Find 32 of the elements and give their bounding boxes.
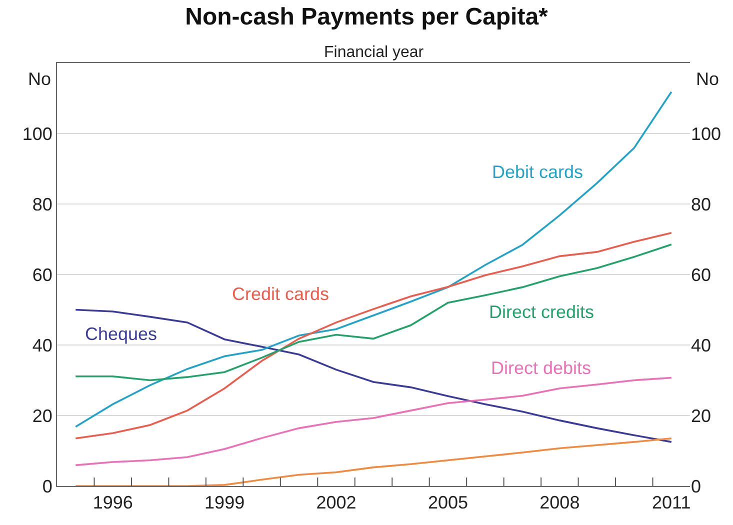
- series-label: Cheques: [85, 324, 158, 344]
- x-tick-label: 1999: [204, 492, 245, 513]
- chart-subtitle: Financial year: [324, 44, 424, 61]
- x-tick-label: 1996: [92, 492, 133, 513]
- y-tick-label: 80: [32, 194, 52, 214]
- line-series: [74, 438, 672, 486]
- y-tick-label: 60: [32, 264, 52, 285]
- y-tick-label: 0: [42, 476, 52, 496]
- series-label: Debit cards: [492, 162, 584, 182]
- y-axis-title: No: [28, 69, 52, 89]
- y-tick-label: 40: [32, 335, 52, 356]
- series-label: Direct debits: [491, 358, 592, 378]
- series-label: Direct credits: [489, 302, 594, 322]
- chart-title: Non-cash Payments per Capita*: [185, 4, 549, 31]
- x-tick-label: 2011: [652, 492, 691, 513]
- y2-tick-label: 40: [691, 335, 712, 356]
- y2-tick-label: 0: [691, 476, 702, 496]
- y2-axis-title: No: [696, 69, 720, 89]
- line-series: [74, 232, 672, 440]
- y-tick-label: 100: [22, 124, 52, 144]
- x-tick-label: 2002: [316, 492, 356, 513]
- x-tick-label: 2008: [540, 492, 580, 513]
- line-series: [74, 376, 672, 466]
- line-series: [74, 244, 672, 382]
- line-series: [74, 91, 672, 428]
- y2-tick-label: 60: [691, 264, 712, 285]
- series-label: Credit cards: [232, 284, 330, 304]
- y2-tick-label: 100: [691, 124, 722, 144]
- y2-tick-label: 20: [691, 406, 712, 426]
- y-tick-label: 20: [32, 406, 52, 426]
- x-tick-label: 2005: [428, 492, 468, 513]
- y2-tick-label: 80: [691, 194, 712, 214]
